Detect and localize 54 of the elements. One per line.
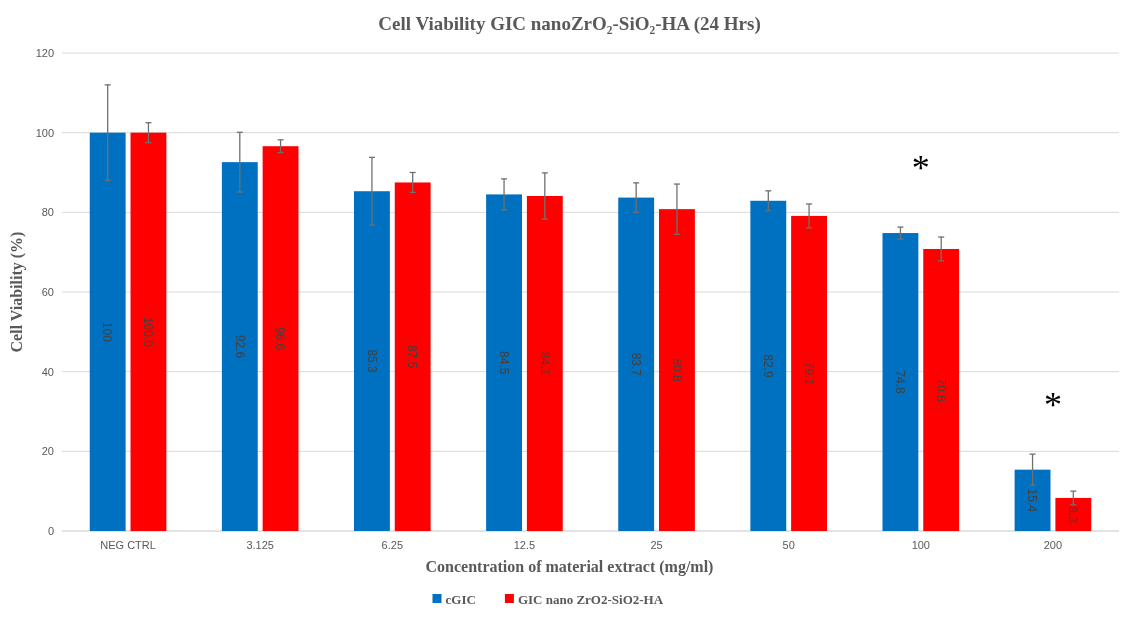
bar [618,197,655,531]
bar [659,209,695,531]
chart-title: Cell Viability GIC nanoZrO₂-SiO₂-HA (24 Hrs) [378,13,761,35]
bar [882,233,919,531]
data-label: 15.4 [1025,488,1040,513]
x-tick-label: 50 [782,539,795,551]
bar [89,132,126,531]
bar [486,194,522,531]
x-tick-label: 100 [911,539,930,551]
data-label: 96.6 [273,326,288,351]
y-tick-label: 60 [41,285,54,298]
data-label: 100.0 [141,316,156,348]
data-label: 83.7 [628,352,643,377]
y-axis-title: Cell Viability (%) [8,231,26,353]
y-tick-label: 100 [35,126,54,139]
y-tick-label: 120 [35,46,54,59]
data-label: 80.8 [669,358,684,383]
x-tick-label: NEG CTRL [100,539,156,551]
bar [526,196,563,531]
data-label: 92.6 [232,334,247,359]
bar [394,182,431,531]
bar [791,215,827,531]
x-tick-label: 6.25 [381,539,404,551]
data-label: 8.3 [1066,506,1081,524]
y-tick-label: 20 [41,445,54,458]
x-tick-label: 200 [1043,539,1063,551]
bar [1055,497,1092,531]
y-tick-label: 0 [47,524,54,537]
legend-label: cGIC [445,591,476,607]
bar [354,191,390,531]
data-label: 82.9 [761,354,776,378]
data-label: 84.5 [496,351,511,375]
x-tick-label: 12.5 [513,539,536,551]
annotation: * [1043,385,1062,426]
bar [221,162,258,531]
bar [262,146,299,531]
x-tick-label: 25 [650,539,663,551]
bar [1014,469,1051,531]
data-label: 87.5 [405,345,420,369]
y-tick-label: 80 [41,206,54,219]
x-axis-title: Concentration of material extract (mg/ml) [425,558,714,576]
data-label: 100 [100,321,115,343]
data-label: 85.3 [364,349,379,374]
annotation: * [911,148,930,189]
data-label: 79.1 [801,361,816,386]
x-tick-label: 3.125 [246,539,274,551]
legend-label: GIC nano ZrO2-SiO2-HA [517,591,664,607]
bar [130,132,167,531]
bar [923,248,960,531]
data-label: 70.8 [933,378,948,402]
bar [750,200,787,531]
y-tick-label: 40 [41,365,54,378]
data-label: 74.8 [893,370,908,395]
data-label: 84.1 [537,351,552,376]
